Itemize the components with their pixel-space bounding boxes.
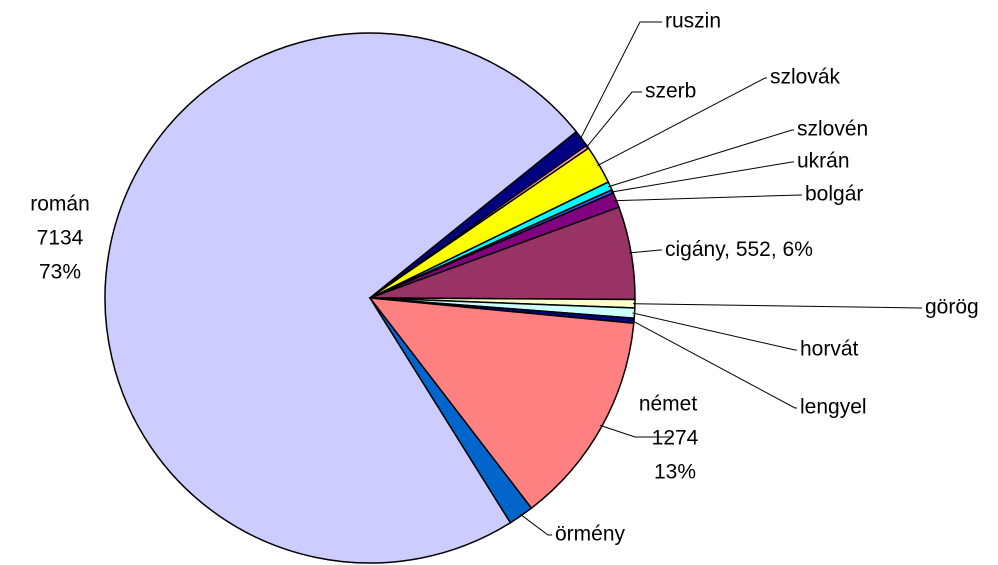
slice-label: szerb: [645, 80, 696, 103]
leader-line: [629, 249, 662, 254]
label-part: 552: [736, 238, 771, 261]
slice-label: román: [30, 193, 90, 216]
slice-value: 1274: [652, 427, 699, 450]
slice-label: ukrán: [797, 150, 850, 173]
slice-label: ruszin: [665, 10, 721, 33]
leader-line: [519, 513, 552, 536]
slice-label: görög: [925, 296, 979, 319]
leader-line: [631, 320, 797, 409]
slice-percent: 13%: [654, 461, 696, 484]
slice-percent: 73%: [39, 261, 81, 284]
leader-line: [597, 77, 767, 167]
slice-label: horvát: [800, 338, 859, 361]
leader-line: [579, 21, 662, 140]
slice-label: cigány, 552, 6%: [665, 238, 813, 261]
label-part: cigány: [665, 238, 726, 261]
slice-value: 7134: [37, 227, 84, 250]
slice-label: szlovén: [797, 118, 868, 141]
leader-line: [632, 303, 922, 309]
leader-line: [610, 161, 794, 193]
slice-label: bolgár: [805, 183, 863, 206]
leader-line: [608, 129, 794, 188]
label-part: 6%: [783, 238, 813, 261]
leader-line: [632, 312, 797, 351]
pie-slice: [104, 32, 578, 564]
leader-line: [599, 424, 672, 438]
leader-line: [614, 194, 802, 202]
leader-line: [585, 91, 642, 149]
slice-label: szlovák: [770, 66, 841, 89]
slice-label: lengyel: [800, 396, 867, 419]
pie-slice: [369, 297, 533, 524]
label-part: ,: [771, 238, 783, 261]
slice-label: német: [639, 393, 698, 416]
slice-label: örmény: [555, 523, 626, 546]
label-part: ,: [724, 238, 736, 261]
